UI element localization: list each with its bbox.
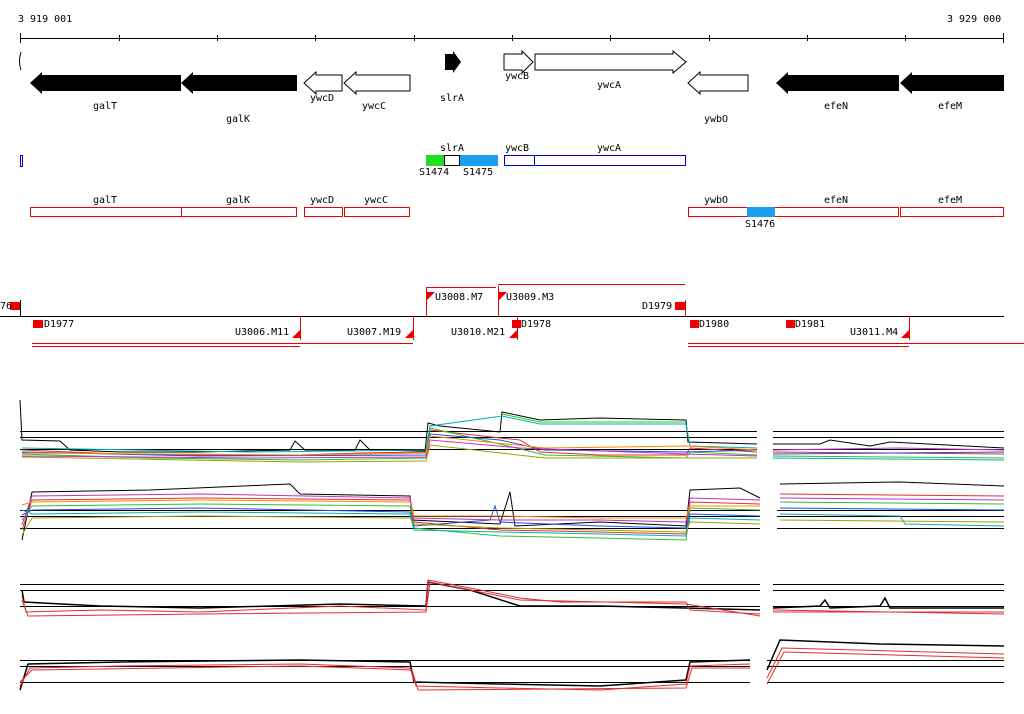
gene-label-ywbO[interactable]: ywbO <box>704 114 729 125</box>
gene-label-ywcB[interactable]: ywcB <box>505 71 530 82</box>
row-label-efeN: efeN <box>824 195 849 206</box>
row-label-galT: galT <box>93 195 118 206</box>
feature-flag-icon[interactable] <box>33 320 43 328</box>
gene-label-ywcA[interactable]: ywcA <box>597 80 622 91</box>
gene-label-ywcD[interactable]: ywcD <box>310 93 335 104</box>
gene-label-slrA[interactable]: slrA <box>440 93 465 104</box>
feature-label-u3009[interactable]: U3009.M3 <box>506 292 555 303</box>
feature-flag-icon[interactable] <box>690 320 699 328</box>
feature-label-d1978[interactable]: D1978 <box>521 319 552 330</box>
gene-label-galK[interactable]: galK <box>226 114 251 125</box>
feature-flag-icon[interactable] <box>10 302 20 310</box>
strand-arrow-icon[interactable] <box>303 70 343 96</box>
ruler <box>20 33 1004 43</box>
strand-arrow-icon[interactable] <box>776 72 899 94</box>
strand-arrow-icon[interactable] <box>343 70 411 96</box>
coord-end: 3 929 000 <box>947 14 1002 25</box>
row-label-galK: galK <box>226 195 251 206</box>
feature-label-d1977[interactable]: D1977 <box>44 319 75 330</box>
gene-label-galT[interactable]: galT <box>93 101 118 112</box>
segment-box-s1476[interactable] <box>747 207 775 217</box>
feature-label-edge: 76 <box>0 301 13 312</box>
segment-label-ywcB: ywcB <box>505 143 530 154</box>
feature-label-u3007[interactable]: U3007.M19 <box>347 327 402 338</box>
gene-label-efeM[interactable]: efeM <box>938 101 963 112</box>
row-label-ywcD: ywcD <box>310 195 335 206</box>
row-label-efeM: efeM <box>938 195 963 206</box>
strand-arrow-icon[interactable] <box>19 51 22 71</box>
segment-box[interactable] <box>444 155 460 166</box>
feature-label-u3010[interactable]: U3010.M21 <box>451 327 506 338</box>
strand-arrow-icon[interactable] <box>687 70 749 96</box>
feature-label-u3006[interactable]: U3006.M11 <box>235 327 290 338</box>
segment-label-ywcA: ywcA <box>597 143 622 154</box>
strand-arrow-icon[interactable] <box>445 51 461 73</box>
gene-label-ywcC[interactable]: ywcC <box>362 101 387 112</box>
strand-arrow-icon[interactable] <box>534 49 687 75</box>
strand-arrow-icon[interactable] <box>181 72 297 94</box>
feature-label-u3008[interactable]: U3008.M7 <box>435 292 484 303</box>
transcript-box[interactable] <box>20 155 23 167</box>
feature-track <box>0 284 1024 347</box>
segment-box-s1475[interactable] <box>460 155 498 166</box>
gene-label-efeN[interactable]: efeN <box>824 101 849 112</box>
expression-panel-3 <box>20 579 1005 617</box>
expression-panel-2 <box>20 481 1005 541</box>
segment-label-s1474[interactable]: S1474 <box>419 167 450 178</box>
strand-arrow-icon[interactable] <box>503 49 534 75</box>
segment-label-slrA: slrA <box>440 143 465 154</box>
feature-label-d1981[interactable]: D1981 <box>795 319 826 330</box>
segment-label-s1476[interactable]: S1476 <box>745 219 776 230</box>
expression-panel-4 <box>19 639 1005 691</box>
segment-label-s1475[interactable]: S1475 <box>463 167 494 178</box>
feature-flag-icon[interactable] <box>512 320 521 328</box>
segment-box-s1474[interactable] <box>426 155 444 166</box>
feature-label-u3011[interactable]: U3011.M4 <box>850 327 899 338</box>
strand-arrow-icon[interactable] <box>30 72 181 94</box>
coord-start: 3 919 001 <box>18 14 73 25</box>
transcript-box-ywcA[interactable] <box>504 155 686 166</box>
feature-flag-icon[interactable] <box>786 320 795 328</box>
feature-label-d1979[interactable]: D1979 <box>642 301 673 312</box>
row-label-ywbO: ywbO <box>704 195 729 206</box>
strand-arrow-icon[interactable] <box>900 72 1004 94</box>
feature-flag-icon[interactable] <box>675 302 685 310</box>
feature-label-d1980[interactable]: D1980 <box>699 319 730 330</box>
row-label-ywcC: ywcC <box>364 195 389 206</box>
expression-panel-1 <box>19 399 1005 463</box>
gene-box-row <box>30 207 1004 217</box>
